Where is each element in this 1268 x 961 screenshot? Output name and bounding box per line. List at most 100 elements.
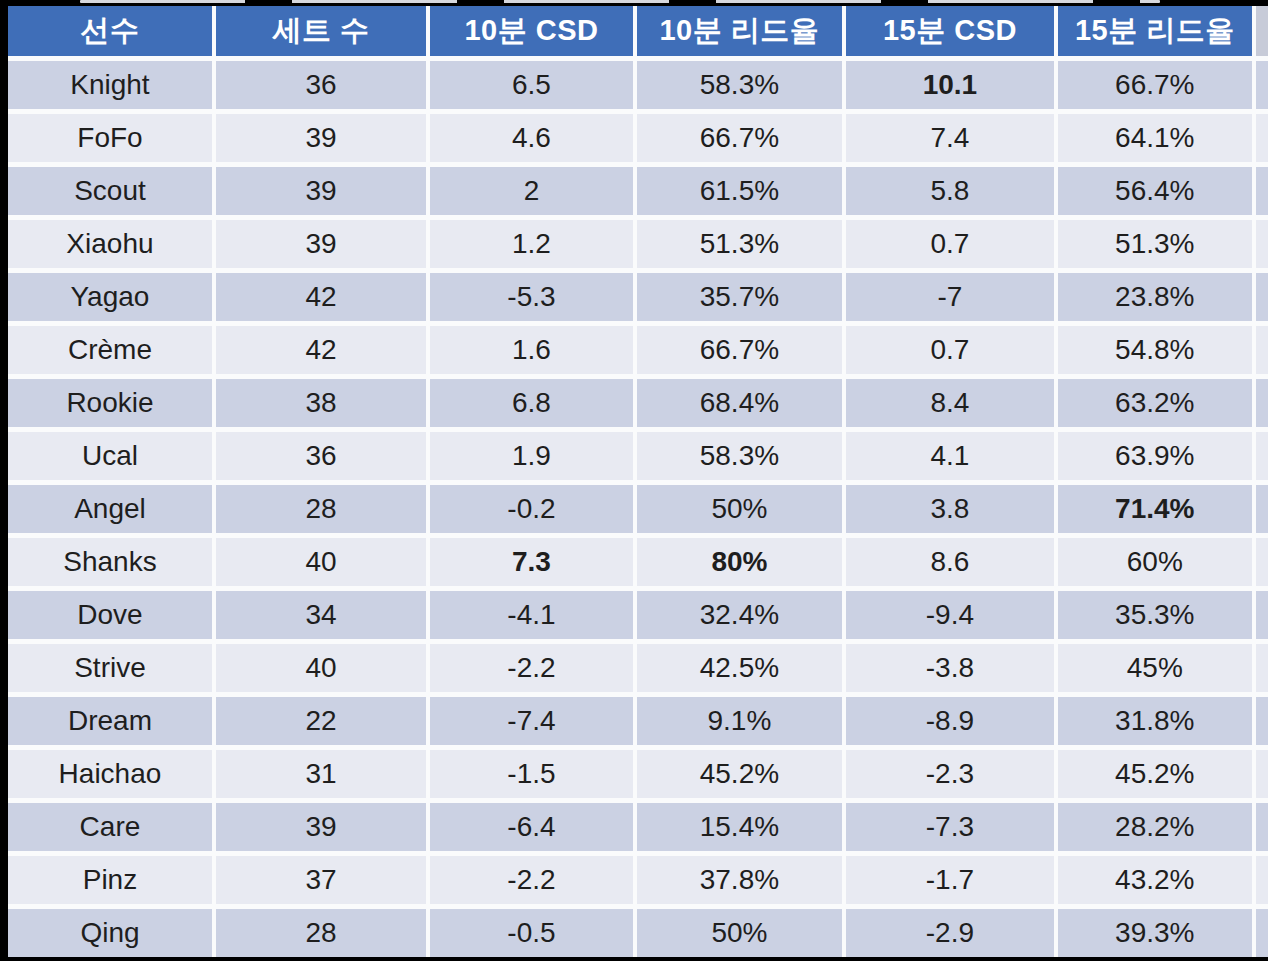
cell-csd10: -6.4: [428, 801, 635, 854]
cell-lead15: 23.8%: [1056, 271, 1254, 324]
cell-csd10: -7.4: [428, 695, 635, 748]
cell-sets: 39: [214, 218, 428, 271]
player-stats-table: 선수세트 수10분 CSD10분 리드율15분 CSD15분 리드율 Knigh…: [8, 6, 1268, 957]
cutoff-sliver-cell: [1254, 218, 1268, 271]
cell-lead15: 35.3%: [1056, 589, 1254, 642]
column-header-lead15: 15분 리드율: [1056, 6, 1254, 59]
table-row: FoFo394.666.7%7.464.1%: [8, 112, 1268, 165]
cell-sets: 31: [214, 748, 428, 801]
cell-lead10: 9.1%: [635, 695, 844, 748]
cell-lead10: 37.8%: [635, 854, 844, 907]
cell-player: FoFo: [8, 112, 214, 165]
cell-lead15: 51.3%: [1056, 218, 1254, 271]
cell-csd15: 8.4: [844, 377, 1056, 430]
cell-csd15: 8.6: [844, 536, 1056, 589]
cutoff-sliver-cell: [1254, 642, 1268, 695]
cell-csd10: -0.2: [428, 483, 635, 536]
cell-lead10: 51.3%: [635, 218, 844, 271]
cell-sets: 40: [214, 536, 428, 589]
cell-lead10: 66.7%: [635, 324, 844, 377]
cell-player: Crème: [8, 324, 214, 377]
cell-sets: 38: [214, 377, 428, 430]
cell-lead15: 60%: [1056, 536, 1254, 589]
cell-csd15: 0.7: [844, 324, 1056, 377]
cell-sets: 39: [214, 112, 428, 165]
cell-csd15: -7.3: [844, 801, 1056, 854]
cell-lead15: 39.3%: [1056, 907, 1254, 958]
cell-csd10: 1.2: [428, 218, 635, 271]
cutoff-sliver-cell: [1254, 165, 1268, 218]
cell-lead10: 50%: [635, 483, 844, 536]
table-row: Scout39261.5%5.856.4%: [8, 165, 1268, 218]
cell-sets: 34: [214, 589, 428, 642]
cell-lead10: 45.2%: [635, 748, 844, 801]
cell-lead10: 66.7%: [635, 112, 844, 165]
cell-lead15: 54.8%: [1056, 324, 1254, 377]
cutoff-sliver-cell: [1254, 854, 1268, 907]
cell-lead10: 58.3%: [635, 59, 844, 112]
cell-csd10: -5.3: [428, 271, 635, 324]
cell-player: Rookie: [8, 377, 214, 430]
cell-csd15: -3.8: [844, 642, 1056, 695]
cell-player: Strive: [8, 642, 214, 695]
cell-player: Care: [8, 801, 214, 854]
cell-lead15: 71.4%: [1056, 483, 1254, 536]
column-header-csd15: 15분 CSD: [844, 6, 1056, 59]
cell-csd10: -2.2: [428, 642, 635, 695]
cell-csd10: 1.6: [428, 324, 635, 377]
cell-sets: 36: [214, 430, 428, 483]
cell-csd10: 4.6: [428, 112, 635, 165]
cell-sets: 39: [214, 165, 428, 218]
cell-sets: 39: [214, 801, 428, 854]
cutoff-sliver-cell: [1254, 589, 1268, 642]
cutoff-sliver-cell: [1254, 748, 1268, 801]
cell-player: Yagao: [8, 271, 214, 324]
cell-csd15: 3.8: [844, 483, 1056, 536]
cell-sets: 42: [214, 271, 428, 324]
cutoff-sliver-cell: [1254, 59, 1268, 112]
cell-player: Ucal: [8, 430, 214, 483]
cell-lead10: 61.5%: [635, 165, 844, 218]
cell-player: Dream: [8, 695, 214, 748]
table-row: Haichao31-1.545.2%-2.345.2%: [8, 748, 1268, 801]
cell-lead10: 42.5%: [635, 642, 844, 695]
cell-player: Scout: [8, 165, 214, 218]
table-row: Care39-6.415.4%-7.328.2%: [8, 801, 1268, 854]
cell-csd10: -4.1: [428, 589, 635, 642]
cell-sets: 28: [214, 907, 428, 958]
cell-player: Pinz: [8, 854, 214, 907]
table-row: Strive40-2.242.5%-3.845%: [8, 642, 1268, 695]
cutoff-sliver-cell: [1254, 271, 1268, 324]
cell-csd10: 6.8: [428, 377, 635, 430]
cell-csd15: 4.1: [844, 430, 1056, 483]
cutoff-sliver-cell: [1254, 324, 1268, 377]
cell-csd15: 10.1: [844, 59, 1056, 112]
cell-sets: 36: [214, 59, 428, 112]
cell-csd15: -9.4: [844, 589, 1056, 642]
cell-lead15: 63.9%: [1056, 430, 1254, 483]
cell-csd10: -0.5: [428, 907, 635, 958]
cell-lead15: 28.2%: [1056, 801, 1254, 854]
table-row: Ucal361.958.3%4.163.9%: [8, 430, 1268, 483]
cell-player: Knight: [8, 59, 214, 112]
cutoff-sliver-cell: [1254, 483, 1268, 536]
cutoff-sliver-header: [1254, 6, 1268, 59]
table-row: Pinz37-2.237.8%-1.743.2%: [8, 854, 1268, 907]
cell-csd15: -2.9: [844, 907, 1056, 958]
cell-lead10: 32.4%: [635, 589, 844, 642]
header-row: 선수세트 수10분 CSD10분 리드율15분 CSD15분 리드율: [8, 6, 1268, 59]
table-row: Dove34-4.132.4%-9.435.3%: [8, 589, 1268, 642]
cell-lead15: 56.4%: [1056, 165, 1254, 218]
cell-lead15: 63.2%: [1056, 377, 1254, 430]
cell-player: Haichao: [8, 748, 214, 801]
cell-sets: 28: [214, 483, 428, 536]
cell-player: Qing: [8, 907, 214, 958]
cell-lead10: 80%: [635, 536, 844, 589]
cell-player: Angel: [8, 483, 214, 536]
cell-csd15: 5.8: [844, 165, 1056, 218]
cutoff-sliver-cell: [1254, 695, 1268, 748]
cell-lead15: 43.2%: [1056, 854, 1254, 907]
column-header-csd10: 10분 CSD: [428, 6, 635, 59]
cell-sets: 22: [214, 695, 428, 748]
cell-csd10: 6.5: [428, 59, 635, 112]
